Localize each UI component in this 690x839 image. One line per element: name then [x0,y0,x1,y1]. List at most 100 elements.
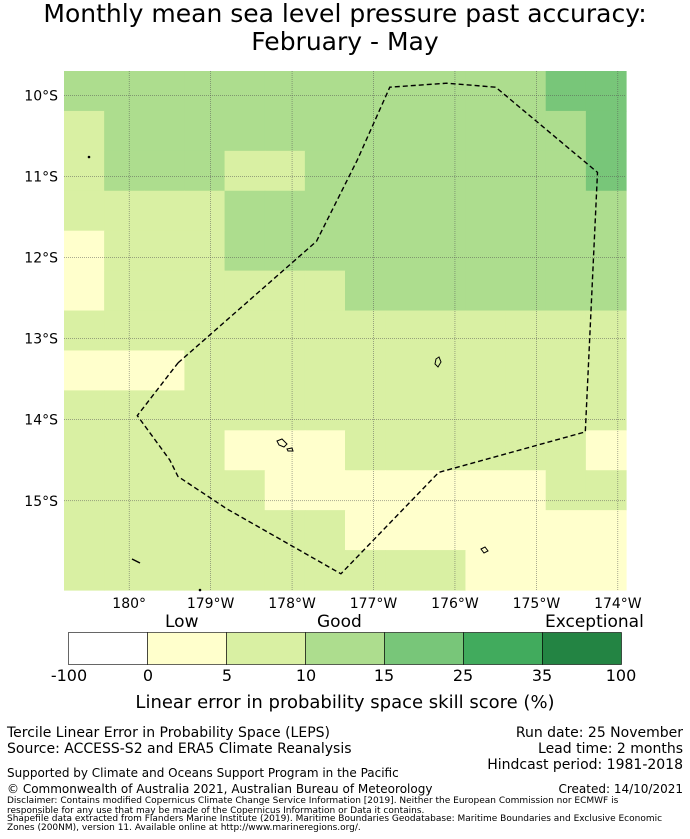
title-line-2: February - May [251,27,439,56]
grid-cell [345,270,386,312]
disclaimer-line-1: Disclaimer: Contains modified Copernicus… [7,796,619,806]
grid-cell [425,230,467,272]
longitude-label: 176°W [431,596,479,612]
grid-cell [585,310,627,352]
grid-cell [425,430,467,471]
grid-cell [64,430,105,471]
grid-cell [385,390,426,431]
graticule [64,71,626,590]
colorbar-word-exceptional: Exceptional [545,612,644,632]
grid-cell [104,390,145,431]
grid-cell [264,71,306,112]
colorbar-tick: 25 [452,666,474,685]
colorbar-tick: 100 [605,666,637,685]
grid-cell [224,190,266,232]
created-text: Created: 14/10/2021 [558,782,683,796]
grid-cell [184,470,226,511]
colorbar-segment [463,632,543,665]
grid-cell [385,71,426,112]
grid-cell [64,310,105,352]
grid-cell [345,510,386,551]
grid-cell [585,550,627,591]
latitude-labels: 10°S 11°S 12°S 13°S 14°S 15°S [24,88,58,509]
grid-cell [224,71,266,112]
grid-cell [64,190,105,232]
grid-cell [585,390,627,431]
grid-cell [545,150,587,192]
grid-cell [184,550,226,591]
grid-cell [545,270,587,312]
grid-cell [545,190,587,232]
grid-cell [545,350,587,391]
disclaimer-line-2: responsible for any use that may be made… [7,806,425,816]
grid-cell [385,350,426,391]
grid-cell [224,230,266,272]
grid-cell [184,350,226,391]
grid-cell [505,430,547,471]
grid-cell [385,230,426,272]
grid-cell [345,390,386,431]
grid-cell [224,110,266,152]
grid-cell [505,350,547,391]
grid-cell [505,550,547,591]
grid-cell [465,310,507,352]
grid-cell [144,71,186,112]
grid-cell [385,470,426,511]
grid-cell [425,310,467,352]
grid-cell [585,71,627,112]
colorbar-word-low: Low [165,612,199,632]
grid-cell [425,550,467,591]
grid-cell [465,190,507,232]
grid-cell [264,390,306,431]
grid-cell [184,510,226,551]
skill-grid [64,71,627,591]
grid-cell [224,310,266,352]
colorbar [68,632,622,665]
island-tokelau [276,438,288,448]
colorbar-label: Linear error in probability space skill … [135,692,555,713]
grid-cell [385,110,426,152]
grid-cell [64,350,105,391]
grid-cell [585,350,627,391]
grid-cell [505,150,547,192]
supported-text: Supported by Climate and Oceans Support … [7,766,399,780]
grid-cell [304,110,346,152]
grid-cell [144,390,186,431]
island-small-3 [131,558,141,564]
colorbar-tick: 0 [142,666,154,685]
grid-cell [304,270,346,312]
source-text: Source: ACCESS-S2 and ERA5 Climate Reana… [7,741,352,757]
grid-cell [104,430,145,471]
grid-cell [585,110,627,152]
grid-cell [425,110,467,152]
colorbar-tick: 5 [221,666,233,685]
grid-cell [385,150,426,192]
grid-cell [505,470,547,511]
grid-cell [224,550,266,591]
grid-cell [385,430,426,471]
grid-cell [304,310,346,352]
grid-cell [264,150,306,192]
grid-cell [585,190,627,232]
grid-cell [144,150,186,192]
grid-cell [505,71,547,112]
grid-cell [264,310,306,352]
grid-cell [264,430,306,471]
island-dot [87,155,91,159]
longitude-label: 180° [112,596,146,612]
grid-cell [104,270,145,312]
grid-cell [144,110,186,152]
run-date-text: Run date: 25 November [515,725,683,741]
colorbar-segment [384,632,464,665]
grid-cell [465,390,507,431]
grid-cell [104,470,145,511]
grid-cell [345,150,386,192]
title-line-1: Monthly mean sea level pressure past acc… [43,0,647,28]
latitude-label: 14°S [24,413,58,429]
grid-cell [425,390,467,431]
grid-cell [505,270,547,312]
grid-cell [104,110,145,152]
colorbar-tick: 10 [295,666,317,685]
grid-cell [264,470,306,511]
grid-cell [545,390,587,431]
